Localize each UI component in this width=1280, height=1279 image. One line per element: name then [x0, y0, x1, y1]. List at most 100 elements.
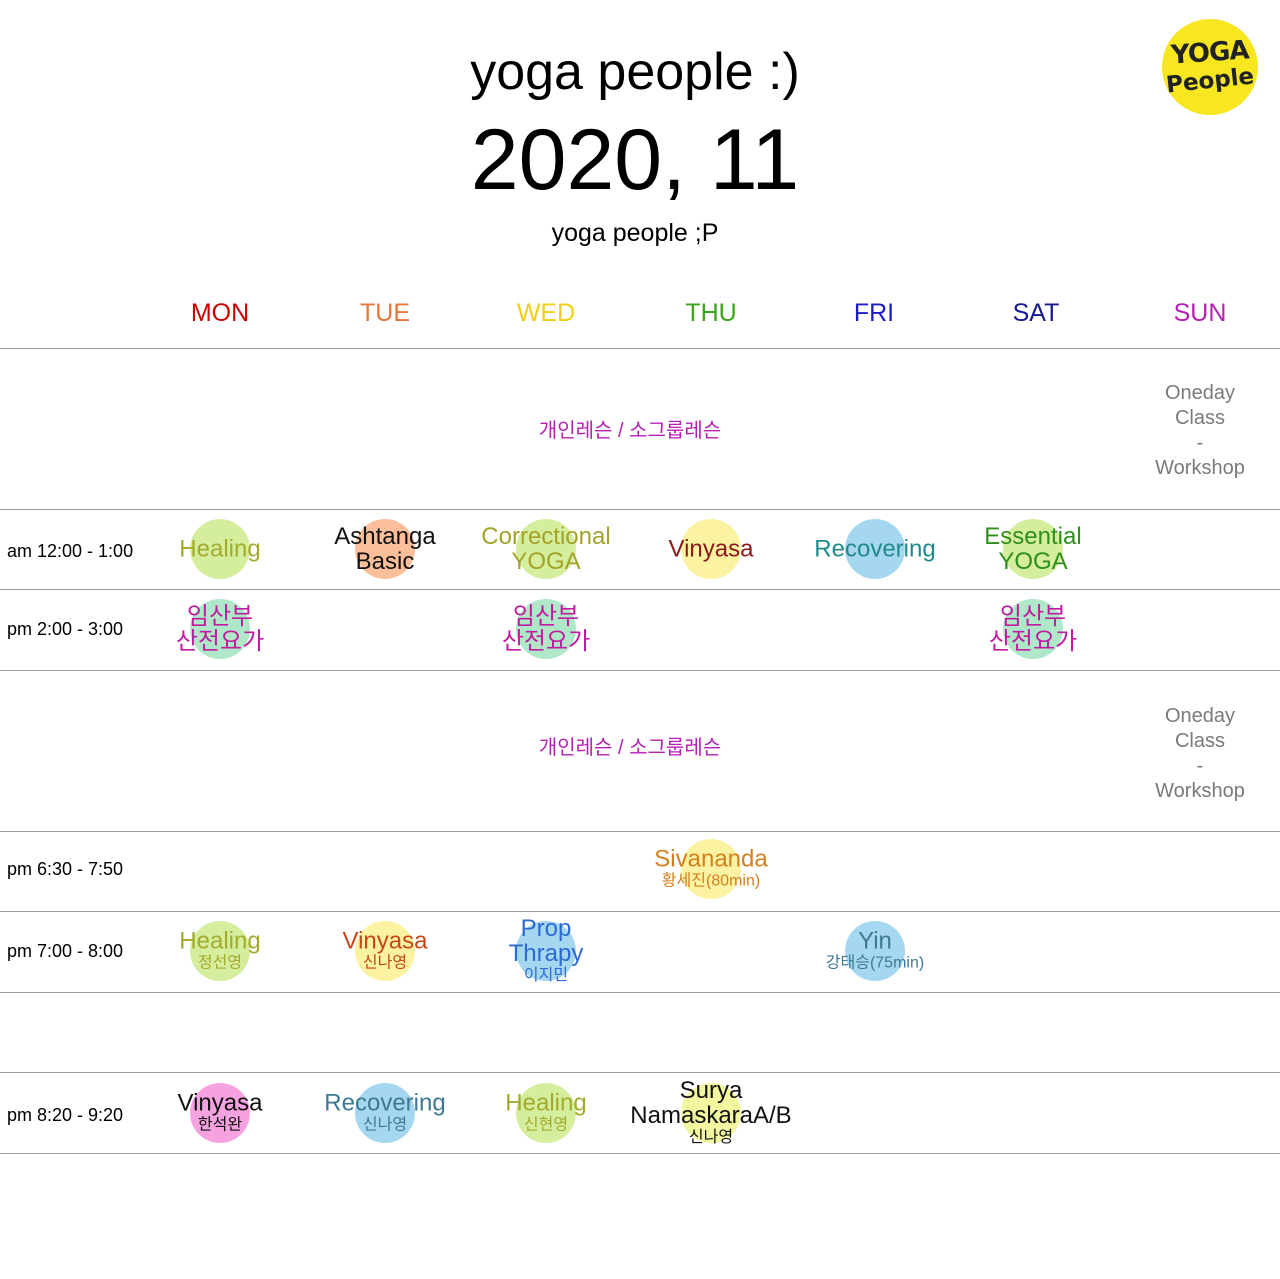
class-name: Vinyasa [177, 1089, 263, 1117]
class-entry: 임산부 산전요가 [461, 604, 631, 654]
sunday-note-line: Class [1174, 730, 1225, 752]
class-name: Sivananda [654, 845, 768, 873]
class-name: Healing [179, 535, 261, 563]
class-marker-circle [190, 599, 250, 659]
class-name: 임산부 [186, 603, 254, 630]
row-divider [0, 831, 1280, 832]
day-header-sun: SUN [1173, 299, 1227, 327]
sunday-note-line: Oneday [1164, 382, 1236, 404]
class-entry: Recovering [790, 537, 960, 562]
class-marker-circle [516, 519, 576, 579]
schedule-subtitle: yoga people ;P [551, 219, 719, 247]
class-teacher: 황세진(80min) [661, 872, 761, 890]
class-entry: Essential YOGA [948, 524, 1118, 574]
sunday-note-line: Workshop [1155, 457, 1245, 479]
class-marker-circle [1003, 519, 1063, 579]
class-name: 임산부 [512, 603, 580, 630]
day-header-sat: SAT [1012, 299, 1060, 327]
sunday-note-line: Workshop [1155, 780, 1245, 802]
class-entry: Vinyasa 한석완 [135, 1091, 305, 1136]
class-marker-circle [681, 839, 741, 899]
private-lesson-block: 개인레슨 / 소그룹레슨 [538, 420, 722, 442]
class-entry: 임산부 산전요가 [135, 604, 305, 654]
private-lesson-block: 개인레슨 / 소그룹레슨 [538, 737, 722, 759]
class-name: 산전요가 [988, 628, 1078, 655]
class-marker-circle [190, 1083, 250, 1143]
class-teacher: 한석완 [197, 1116, 243, 1134]
sunday-note-line: - [1196, 432, 1204, 454]
class-entry: Healing 정선영 [135, 929, 305, 974]
day-header-fri: FRI [853, 299, 895, 327]
day-header-mon: MON [190, 299, 250, 327]
class-name: Yin [858, 927, 892, 955]
class-teacher: 신나영 [362, 954, 408, 972]
class-marker-circle [355, 1083, 415, 1143]
row-divider [0, 509, 1280, 510]
class-name: 산전요가 [175, 628, 265, 655]
time-slot-label: pm 8:20 - 9:20 [7, 1105, 124, 1125]
class-entry: Sivananda 황세진(80min) [626, 847, 796, 892]
class-name: Surya [679, 1077, 743, 1104]
class-marker-circle [355, 921, 415, 981]
class-entry: Prop Thrapy 이지민 [461, 916, 631, 986]
row-divider [0, 1153, 1280, 1154]
sunday-note-line: Class [1174, 407, 1225, 429]
class-entry: 임산부 산전요가 [948, 604, 1118, 654]
class-marker-circle [845, 921, 905, 981]
class-name: Vinyasa [342, 927, 428, 955]
row-divider [0, 589, 1280, 590]
class-name: Prop [520, 915, 572, 942]
class-marker-circle [516, 599, 576, 659]
class-marker-circle [190, 519, 250, 579]
class-marker-circle [1003, 599, 1063, 659]
sunday-workshop-note: Oneday Class - Workshop [1130, 704, 1270, 804]
class-name: Essential [984, 523, 1082, 550]
row-divider [0, 992, 1280, 993]
class-teacher: 강태승(75min) [825, 954, 925, 972]
class-name: Vinyasa [668, 535, 754, 563]
time-slot-label: am 12:00 - 1:00 [7, 541, 134, 561]
row-divider [0, 1072, 1280, 1073]
class-name: YOGA [998, 548, 1068, 575]
class-marker-circle [845, 519, 905, 579]
time-slot-label: pm 2:00 - 3:00 [7, 619, 124, 639]
class-name: 산전요가 [501, 628, 591, 655]
class-entry: Healing [135, 537, 305, 562]
class-teacher: 정선영 [197, 954, 243, 972]
class-marker-circle [190, 921, 250, 981]
class-name: NamaskaraA/B [630, 1102, 792, 1129]
class-marker-circle [681, 519, 741, 579]
class-entry: Correctional YOGA [461, 524, 631, 574]
row-divider [0, 348, 1280, 349]
row-divider [0, 670, 1280, 671]
class-marker-circle [355, 519, 415, 579]
schedule-month: 2020, 11 [470, 112, 800, 208]
class-entry: Vinyasa [626, 537, 796, 562]
class-teacher: 신나영 [362, 1116, 408, 1134]
yoga-people-logo: YOGA People [1162, 19, 1258, 115]
class-name: Ashtanga [334, 523, 436, 550]
class-entry: Ashtanga Basic [300, 524, 470, 574]
day-header-wed: WED [516, 299, 576, 327]
class-name: Basic [355, 548, 415, 575]
class-name: 임산부 [999, 603, 1067, 630]
sunday-note-line: Oneday [1164, 705, 1236, 727]
class-entry: Yin 강태승(75min) [790, 929, 960, 974]
class-name: Correctional [481, 523, 611, 550]
class-name: YOGA [511, 548, 581, 575]
schedule-title: yoga people :) [470, 43, 800, 101]
class-name: Recovering [324, 1089, 446, 1117]
class-name: Recovering [814, 535, 936, 563]
class-marker-circle [681, 1083, 741, 1143]
class-marker-circle [516, 1083, 576, 1143]
class-name: Healing [505, 1089, 587, 1117]
day-header-thu: THU [685, 299, 737, 327]
class-name: Healing [179, 927, 261, 955]
sunday-note-line: - [1196, 755, 1204, 777]
row-divider [0, 911, 1280, 912]
class-teacher: 신현영 [523, 1116, 569, 1134]
class-entry: Surya NamaskaraA/B 신나영 [626, 1078, 796, 1148]
class-teacher: 신나영 [688, 1129, 734, 1146]
sunday-workshop-note: Oneday Class - Workshop [1130, 381, 1270, 481]
time-slot-label: pm 6:30 - 7:50 [7, 859, 124, 879]
